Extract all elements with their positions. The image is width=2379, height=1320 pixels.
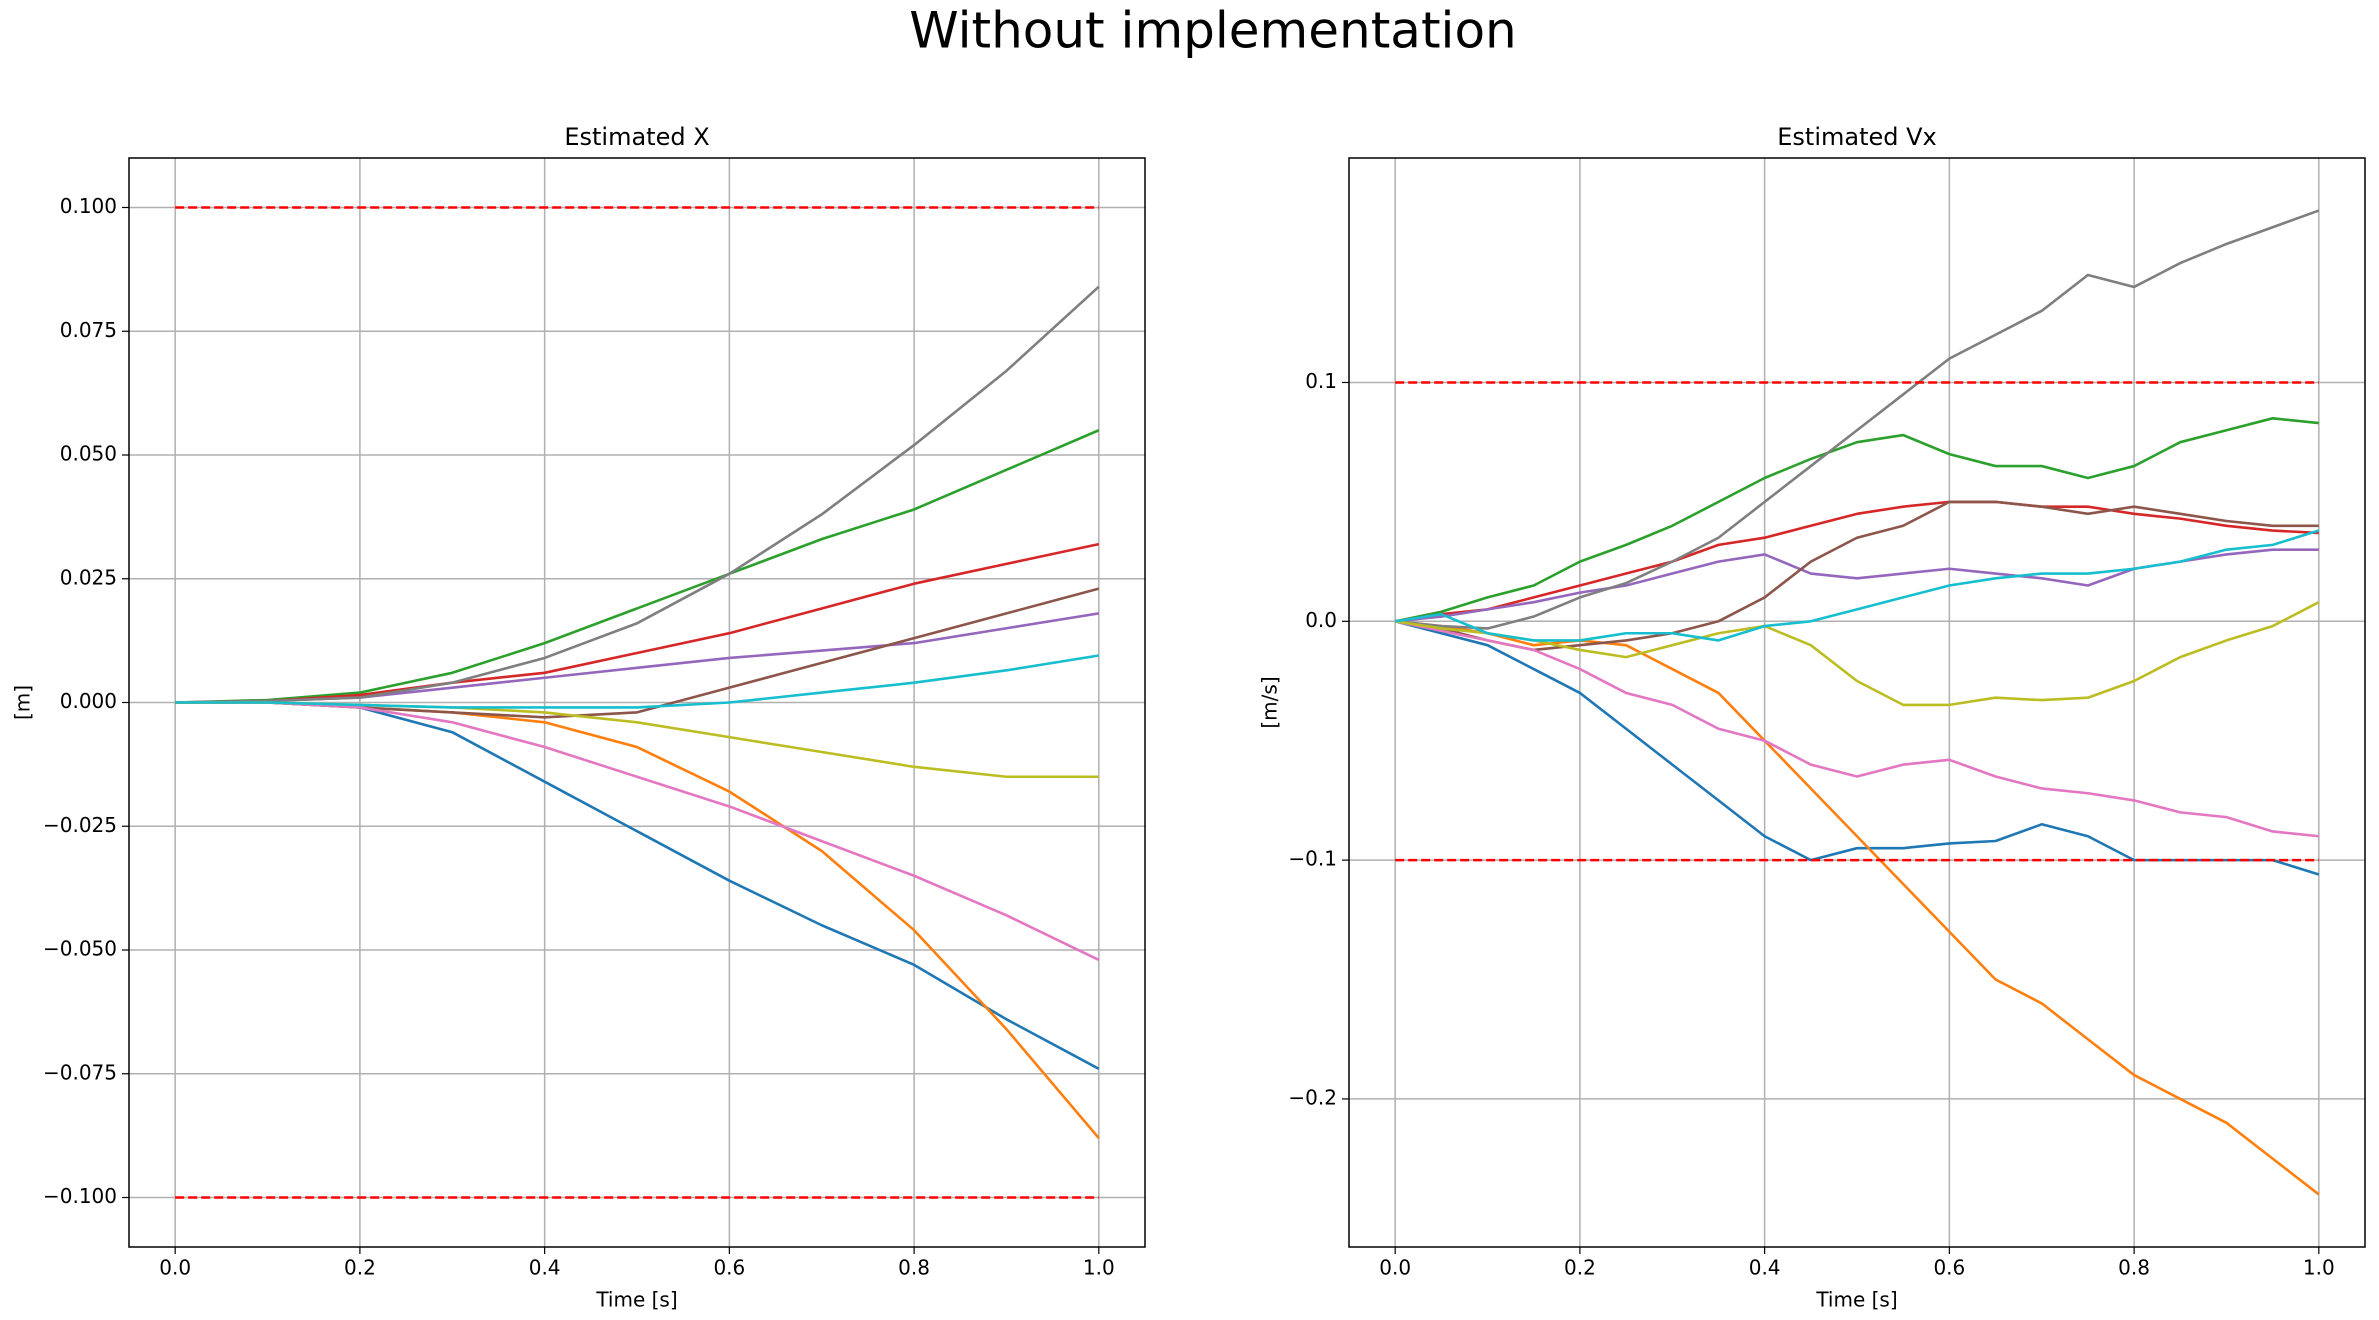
x-tick-label: 0.2 [1564,1256,1596,1280]
x-tick-label: 0.0 [159,1256,191,1280]
y-tick-label: −0.1 [1288,847,1337,871]
series-line [175,701,1100,1139]
series-line [1394,500,2319,652]
x-tick-label: 0.0 [1379,1256,1411,1280]
axes-title: Estimated Vx [1777,123,1937,151]
y-tick-label: −0.050 [43,937,117,961]
y-tick-label: 0.050 [60,442,117,466]
x-tick-label: 1.0 [1083,1256,1115,1280]
series-line [1395,620,2320,1196]
y-axis-label: [m/s] [1258,676,1282,728]
x-tick-label: 0.6 [713,1256,745,1280]
x-axis-label: Time [s] [1815,1288,1897,1312]
series-line [175,285,1100,704]
y-tick-label: 0.1 [1305,369,1337,393]
series-line [175,542,1100,704]
x-tick-label: 0.4 [1749,1256,1781,1280]
series-line [175,429,1100,704]
series-line [1394,500,2319,623]
series-line [175,654,1100,709]
series-line [1395,209,2320,630]
series-line [1394,417,2319,623]
y-axis-label: [m] [11,685,35,720]
axes-frame [128,157,1146,1248]
y-tick-label: 0.000 [60,689,117,713]
y-tick-label: 0.025 [60,565,117,589]
y-tick-label: −0.100 [43,1184,117,1208]
x-tick-label: 0.2 [344,1256,376,1280]
x-tick-label: 0.6 [1933,1256,1965,1280]
series-line [1394,620,2319,838]
y-tick-label: 0.075 [60,318,117,342]
series-line [175,701,1100,1070]
x-tick-label: 0.8 [898,1256,930,1280]
series-line [175,701,1100,962]
y-tick-label: 0.0 [1305,608,1337,632]
x-axis-label: Time [s] [595,1288,677,1312]
y-tick-label: −0.025 [43,813,117,837]
x-tick-label: 1.0 [2303,1256,2335,1280]
x-tick-label: 0.8 [2118,1256,2150,1280]
axes-title: Estimated X [564,123,709,151]
figure-title: Without implementation [909,2,1516,60]
axes-frame [1348,157,2366,1248]
series-line [1394,529,2320,642]
series-line [1394,601,2320,707]
x-tick-label: 0.4 [529,1256,561,1280]
y-tick-label: −0.075 [43,1060,117,1084]
y-tick-label: 0.100 [60,194,117,218]
y-tick-label: −0.2 [1288,1085,1337,1109]
